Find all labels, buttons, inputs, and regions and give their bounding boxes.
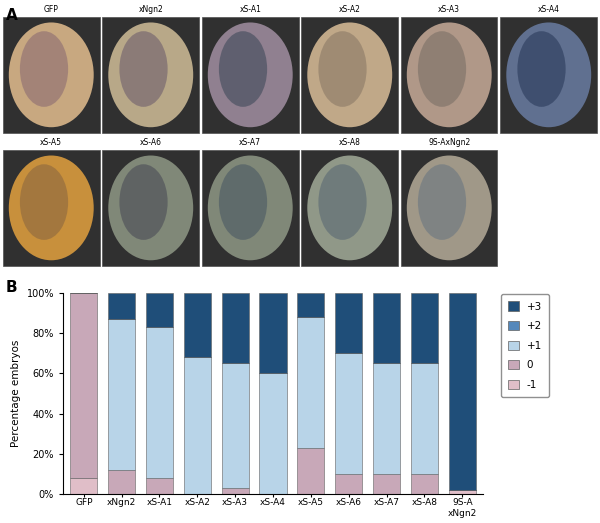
Text: xNgn2: xNgn2: [139, 5, 163, 14]
Bar: [449, 490, 476, 494]
Ellipse shape: [517, 31, 566, 107]
Bar: [411, 363, 438, 474]
Bar: [449, 293, 476, 490]
Text: A: A: [6, 8, 18, 24]
Text: xS-A6: xS-A6: [140, 138, 162, 147]
Bar: [221, 293, 249, 363]
Bar: [221, 488, 249, 494]
Text: GFP: GFP: [44, 5, 59, 14]
Text: xS-A5: xS-A5: [40, 138, 62, 147]
Bar: [335, 474, 362, 494]
FancyBboxPatch shape: [500, 17, 597, 133]
Ellipse shape: [208, 155, 293, 260]
Text: xS-A7: xS-A7: [239, 138, 261, 147]
Ellipse shape: [307, 22, 392, 127]
FancyBboxPatch shape: [202, 17, 299, 133]
FancyBboxPatch shape: [103, 150, 199, 266]
Bar: [146, 293, 173, 327]
Ellipse shape: [319, 31, 367, 107]
Ellipse shape: [418, 164, 466, 240]
FancyBboxPatch shape: [3, 150, 100, 266]
Text: xS-A3: xS-A3: [438, 5, 460, 14]
Bar: [259, 293, 287, 373]
Bar: [373, 363, 400, 474]
Bar: [146, 327, 173, 478]
Text: xS-A8: xS-A8: [339, 138, 361, 147]
Bar: [108, 293, 135, 319]
FancyBboxPatch shape: [401, 17, 497, 133]
Bar: [335, 293, 362, 354]
Bar: [70, 293, 97, 478]
Ellipse shape: [407, 155, 492, 260]
Bar: [146, 478, 173, 494]
Bar: [259, 373, 287, 494]
FancyBboxPatch shape: [3, 17, 100, 133]
Text: xS-A1: xS-A1: [239, 5, 261, 14]
Ellipse shape: [20, 164, 68, 240]
Text: 9S-AxNgn2: 9S-AxNgn2: [428, 138, 470, 147]
Ellipse shape: [407, 22, 492, 127]
Bar: [297, 317, 325, 448]
Bar: [373, 474, 400, 494]
Ellipse shape: [9, 22, 94, 127]
Bar: [70, 478, 97, 494]
FancyBboxPatch shape: [103, 17, 199, 133]
Bar: [373, 293, 400, 363]
Bar: [297, 448, 325, 494]
Ellipse shape: [9, 155, 94, 260]
Ellipse shape: [506, 22, 591, 127]
FancyBboxPatch shape: [301, 17, 398, 133]
Ellipse shape: [219, 31, 267, 107]
Bar: [108, 319, 135, 470]
Bar: [108, 470, 135, 494]
Legend: +3, +2, +1, 0, -1: +3, +2, +1, 0, -1: [501, 294, 550, 397]
Ellipse shape: [208, 22, 293, 127]
Text: xS-A2: xS-A2: [339, 5, 361, 14]
FancyBboxPatch shape: [202, 150, 299, 266]
Ellipse shape: [119, 31, 167, 107]
Ellipse shape: [307, 155, 392, 260]
Ellipse shape: [418, 31, 466, 107]
Bar: [297, 293, 325, 317]
FancyBboxPatch shape: [401, 150, 497, 266]
Bar: [221, 363, 249, 488]
Y-axis label: Percentage embryos: Percentage embryos: [11, 340, 21, 447]
Bar: [184, 357, 211, 494]
Bar: [411, 474, 438, 494]
FancyBboxPatch shape: [301, 150, 398, 266]
Text: B: B: [6, 280, 17, 295]
Ellipse shape: [119, 164, 167, 240]
Text: xS-A4: xS-A4: [538, 5, 560, 14]
Ellipse shape: [108, 155, 193, 260]
Ellipse shape: [20, 31, 68, 107]
Bar: [184, 293, 211, 357]
Ellipse shape: [319, 164, 367, 240]
Ellipse shape: [108, 22, 193, 127]
Bar: [335, 354, 362, 474]
Ellipse shape: [219, 164, 267, 240]
Bar: [411, 293, 438, 363]
